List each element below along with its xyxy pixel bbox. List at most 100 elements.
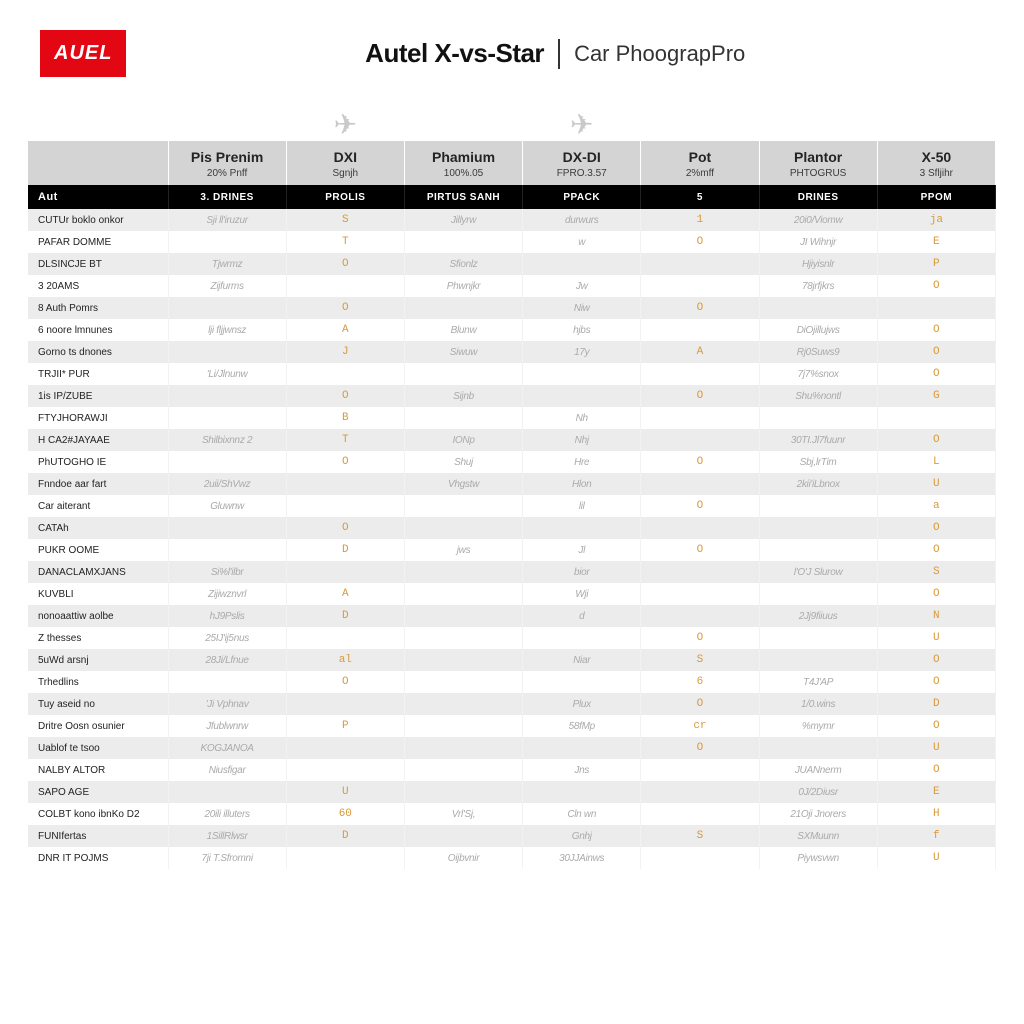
row-label: 8 Auth Pomrs — [28, 297, 168, 319]
table-cell — [168, 517, 286, 539]
table-cell: L — [877, 451, 995, 473]
header: AUEL Autel X-vs-Star Car PhoograpPro — [0, 0, 1024, 97]
table-row: Fnndoe aar fart2uii/ShVwzVhgstwHlon2kii'… — [28, 473, 996, 495]
column-header-cell: 5 — [641, 185, 759, 209]
column-header-cell: 3. DRINES — [168, 185, 286, 209]
table-cell: SXMuunn — [759, 825, 877, 847]
table-cell: Shilbixnnz 2 — [168, 429, 286, 451]
table-cell — [404, 781, 522, 803]
table-row: Tuy aseid no'Ji VphnavPluxO1/0.winsD — [28, 693, 996, 715]
table-row: Gorno ts dnonesJSiwuw17yARj0Suws9O — [28, 341, 996, 363]
title-main: Autel X-vs-Star — [365, 38, 544, 69]
table-cell — [641, 847, 759, 869]
table-cell: hjbs — [523, 319, 641, 341]
table-row: 1is IP/ZUBEOSijnbOShu%nontlG — [28, 385, 996, 407]
column-header-cell: Aut — [28, 185, 168, 209]
table-cell: O — [641, 385, 759, 407]
table-cell — [404, 517, 522, 539]
table-row: TrhedlinsO6T4J'APO — [28, 671, 996, 693]
table-cell: DiOjillujws — [759, 319, 877, 341]
table-cell: S — [286, 209, 404, 231]
table-cell: 25IJ'ij5nus — [168, 627, 286, 649]
table-cell: O — [877, 759, 995, 781]
brand-logo: AUEL — [40, 30, 126, 77]
table-cell: O — [877, 275, 995, 297]
table-row: FUNIfertas1SillRlwsrDGnhjSSXMuunnf — [28, 825, 996, 847]
table-cell — [168, 539, 286, 561]
column-header-cell: 3 Sfljihr — [877, 167, 995, 185]
table-cell — [523, 385, 641, 407]
table-cell — [759, 649, 877, 671]
table-cell: Tjwrmz — [168, 253, 286, 275]
table-cell — [759, 539, 877, 561]
table-cell: Sji ll'iruzur — [168, 209, 286, 231]
table-cell — [641, 517, 759, 539]
row-label: DLSINCJE BT — [28, 253, 168, 275]
table-body: CUTUr boklo onkorSji ll'iruzurSJillyrwdu… — [28, 209, 996, 869]
table-cell — [404, 297, 522, 319]
drone-image-row: ✈✈ — [28, 107, 996, 141]
table-cell: KOGJANOA — [168, 737, 286, 759]
row-label: Trhedlins — [28, 671, 168, 693]
table-cell: O — [877, 671, 995, 693]
title-divider — [558, 39, 560, 69]
table-cell: Hlon — [523, 473, 641, 495]
drone-icon-cell — [877, 107, 995, 141]
table-cell — [404, 715, 522, 737]
table-cell: ja — [877, 209, 995, 231]
table-cell — [168, 407, 286, 429]
column-header-cell: Pot — [641, 141, 759, 167]
table-cell: 6 — [641, 671, 759, 693]
table-cell: jws — [404, 539, 522, 561]
table-cell: Jl — [523, 539, 641, 561]
table-cell: 20i0/Viomw — [759, 209, 877, 231]
table-cell: P — [286, 715, 404, 737]
column-header-cell: DXI — [286, 141, 404, 167]
table-cell: Phwnjkr — [404, 275, 522, 297]
table-cell: D — [286, 605, 404, 627]
table-cell: al — [286, 649, 404, 671]
table-cell — [404, 825, 522, 847]
column-header-cell: 100%.05 — [404, 167, 522, 185]
table-cell: 2uii/ShVwz — [168, 473, 286, 495]
table-cell: H — [877, 803, 995, 825]
table-cell: bior — [523, 561, 641, 583]
row-label: PAFAR DOMME — [28, 231, 168, 253]
table-row: H CA2#JAYAAEShilbixnnz 2TIONpNhj30TI.Jl7… — [28, 429, 996, 451]
table-cell: 58fMp — [523, 715, 641, 737]
table-cell — [404, 363, 522, 385]
row-label: Fnndoe aar fart — [28, 473, 168, 495]
table-row: CUTUr boklo onkorSji ll'iruzurSJillyrwdu… — [28, 209, 996, 231]
drone-icon-cell: ✈ — [523, 107, 641, 141]
row-label: Gorno ts dnones — [28, 341, 168, 363]
table-cell: 7ji T.Sfromni — [168, 847, 286, 869]
row-label: FUNIfertas — [28, 825, 168, 847]
table-row: DLSINCJE BTTjwrmzOSfionlzHjiyisnlrP — [28, 253, 996, 275]
table-cell: 2kii'iLbnox — [759, 473, 877, 495]
table-cell: O — [641, 231, 759, 253]
table-row: DNR IT POJMS7ji T.SfromniOijbvnir30JJAin… — [28, 847, 996, 869]
table-cell: O — [641, 737, 759, 759]
table-cell: Nhj — [523, 429, 641, 451]
table-cell — [286, 495, 404, 517]
table-cell: A — [641, 341, 759, 363]
column-header-cell: PHTOGRUS — [759, 167, 877, 185]
row-label: Z thesses — [28, 627, 168, 649]
table-cell: D — [286, 539, 404, 561]
table-cell: U — [877, 847, 995, 869]
table-cell — [877, 297, 995, 319]
table-cell: N — [877, 605, 995, 627]
row-label: TRJII* PUR — [28, 363, 168, 385]
table-cell: Zijfurms — [168, 275, 286, 297]
table-cell — [759, 407, 877, 429]
row-label: FTYJHORAWJI — [28, 407, 168, 429]
table-cell — [877, 407, 995, 429]
table-row: FTYJHORAWJIBNh — [28, 407, 996, 429]
table-cell — [523, 781, 641, 803]
table-cell: 1SillRlwsr — [168, 825, 286, 847]
table-cell: Sbj,lrTim — [759, 451, 877, 473]
table-cell — [404, 627, 522, 649]
column-header-cell: FPRO.3.57 — [523, 167, 641, 185]
table-cell — [404, 693, 522, 715]
table-cell: O — [877, 363, 995, 385]
